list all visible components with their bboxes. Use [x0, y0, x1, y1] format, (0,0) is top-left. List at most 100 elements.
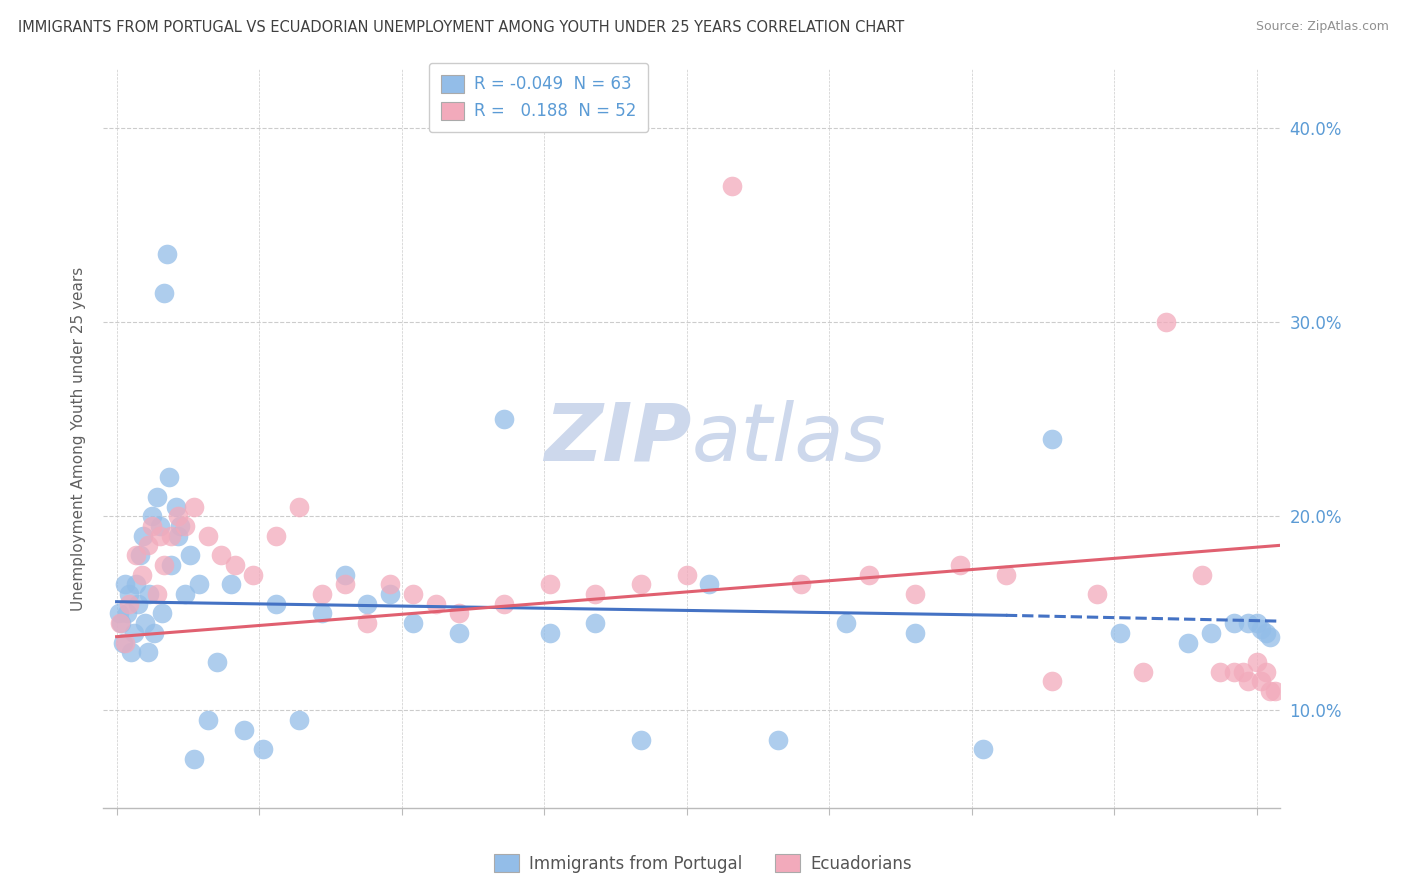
Point — [149, 519, 172, 533]
Point — [138, 587, 160, 601]
Point — [264, 597, 287, 611]
Point — [108, 607, 131, 621]
Point — [1250, 622, 1272, 636]
Text: ZIP: ZIP — [544, 400, 692, 477]
Point — [380, 587, 402, 601]
Point — [1191, 567, 1213, 582]
Point — [538, 625, 561, 640]
Point — [197, 529, 219, 543]
Point — [167, 529, 190, 543]
Point — [127, 597, 149, 611]
Point — [187, 577, 209, 591]
Point — [122, 625, 145, 640]
Point — [630, 732, 652, 747]
Point — [447, 625, 470, 640]
Point — [356, 616, 378, 631]
Point — [125, 577, 148, 591]
Legend: Immigrants from Portugal, Ecuadorians: Immigrants from Portugal, Ecuadorians — [488, 847, 918, 880]
Point — [721, 179, 744, 194]
Point — [675, 567, 697, 582]
Point — [156, 247, 179, 261]
Point — [447, 607, 470, 621]
Point — [1246, 616, 1268, 631]
Point — [224, 558, 246, 572]
Point — [150, 607, 173, 621]
Point — [114, 577, 136, 591]
Point — [288, 713, 311, 727]
Point — [219, 577, 242, 591]
Point — [136, 538, 159, 552]
Point — [1264, 684, 1286, 698]
Point — [1085, 587, 1108, 601]
Point — [425, 597, 447, 611]
Point — [904, 587, 927, 601]
Point — [233, 723, 256, 737]
Point — [110, 616, 132, 631]
Point — [197, 713, 219, 727]
Point — [205, 655, 228, 669]
Point — [994, 567, 1017, 582]
Point — [141, 509, 163, 524]
Point — [356, 597, 378, 611]
Point — [835, 616, 858, 631]
Point — [311, 587, 333, 601]
Point — [174, 519, 197, 533]
Point — [1223, 665, 1246, 679]
Point — [174, 587, 197, 601]
Text: atlas: atlas — [692, 400, 886, 477]
Point — [160, 529, 183, 543]
Point — [141, 519, 163, 533]
Point — [183, 500, 205, 514]
Point — [179, 548, 201, 562]
Point — [110, 616, 132, 631]
Point — [333, 577, 356, 591]
Point — [1040, 432, 1063, 446]
Point — [1109, 625, 1132, 640]
Point — [114, 635, 136, 649]
Point — [242, 567, 264, 582]
Point — [160, 558, 183, 572]
Point — [538, 577, 561, 591]
Point — [1199, 625, 1222, 640]
Point — [789, 577, 811, 591]
Point — [311, 607, 333, 621]
Point — [211, 548, 233, 562]
Text: IMMIGRANTS FROM PORTUGAL VS ECUADORIAN UNEMPLOYMENT AMONG YOUTH UNDER 25 YEARS C: IMMIGRANTS FROM PORTUGAL VS ECUADORIAN U… — [18, 20, 904, 35]
Point — [132, 529, 155, 543]
Point — [165, 500, 187, 514]
Point — [288, 500, 311, 514]
Point — [131, 567, 153, 582]
Text: Source: ZipAtlas.com: Source: ZipAtlas.com — [1256, 20, 1389, 33]
Point — [252, 742, 274, 756]
Point — [1236, 674, 1258, 689]
Point — [125, 548, 148, 562]
Point — [118, 587, 141, 601]
Point — [1177, 635, 1199, 649]
Point — [949, 558, 972, 572]
Point — [858, 567, 880, 582]
Point — [1254, 665, 1277, 679]
Point — [402, 587, 425, 601]
Point — [118, 597, 141, 611]
Point — [169, 519, 191, 533]
Point — [494, 597, 516, 611]
Point — [972, 742, 994, 756]
Point — [1223, 616, 1246, 631]
Point — [153, 285, 176, 300]
Point — [1232, 665, 1254, 679]
Point — [1250, 674, 1272, 689]
Point — [157, 470, 180, 484]
Point — [1154, 315, 1177, 329]
Point — [766, 732, 789, 747]
Point — [145, 587, 167, 601]
Point — [1246, 655, 1268, 669]
Point — [115, 607, 138, 621]
Point — [134, 616, 156, 631]
Legend: R = -0.049  N = 63, R =   0.188  N = 52: R = -0.049 N = 63, R = 0.188 N = 52 — [429, 63, 648, 132]
Point — [904, 625, 927, 640]
Point — [145, 490, 167, 504]
Point — [1260, 684, 1282, 698]
Point — [1040, 674, 1063, 689]
Point — [136, 645, 159, 659]
Point — [264, 529, 287, 543]
